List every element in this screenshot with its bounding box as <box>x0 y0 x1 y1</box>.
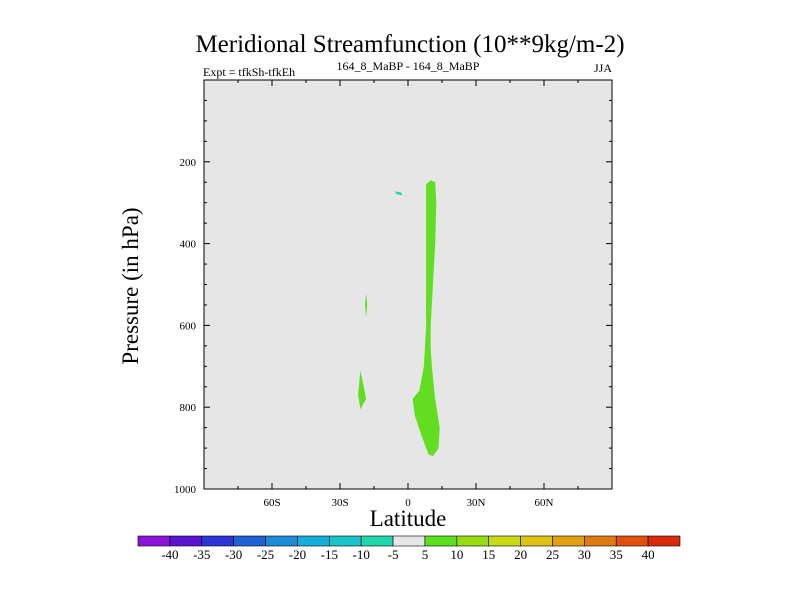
colorbar-label: 15 <box>482 547 495 562</box>
colorbar-label: 10 <box>450 547 463 562</box>
colorbar-swatch <box>424 535 458 547</box>
contour-region-positive-10-small <box>358 370 367 410</box>
colorbar-swatch <box>552 535 585 547</box>
colorbar-label: 35 <box>610 547 623 562</box>
colorbar-label: -35 <box>193 547 210 562</box>
colorbar-swatch <box>360 535 394 547</box>
colorbar-label: 5 <box>422 547 429 562</box>
x-tick-label: 60N <box>535 497 554 509</box>
colorbar-swatch <box>584 535 617 547</box>
colorbar-swatch <box>169 535 203 547</box>
colorbar-label: -5 <box>388 547 399 562</box>
colorbar-swatch <box>201 535 234 547</box>
y-tick-label: 800 <box>180 402 197 414</box>
contour-region-negative-minus5-blob <box>395 191 403 196</box>
y-tick-label: 600 <box>180 320 197 332</box>
center-subtitle: 164_8_MaBP - 164_8_MaBP <box>337 59 480 73</box>
plot-background <box>204 80 612 489</box>
colorbar-label: 25 <box>546 547 559 562</box>
colorbar-label: 30 <box>578 547 591 562</box>
x-tick-label: 0 <box>405 497 411 509</box>
left-subtitle: Expt = tfkSh-tfkEh <box>203 65 295 79</box>
colorbar-swatch <box>392 535 426 547</box>
contour-region-positive-10-main <box>412 180 440 457</box>
colorbar-swatch <box>647 535 681 547</box>
y-tick-label: 200 <box>180 157 197 169</box>
colorbar-swatch <box>297 535 330 547</box>
colorbar-swatch <box>233 535 266 547</box>
contour-region-positive-10-sliver <box>364 292 368 318</box>
colorbar-swatch <box>137 535 171 547</box>
right-subtitle: JJA <box>594 61 612 75</box>
colorbar-swatch <box>615 535 649 547</box>
colorbar-swatch <box>456 535 490 547</box>
colorbar-label: -30 <box>225 547 242 562</box>
x-tick-label: 30S <box>331 497 348 509</box>
chart-title: Meridional Streamfunction (10**9kg/m-2) <box>195 31 624 58</box>
colorbar-label: 40 <box>642 547 655 562</box>
y-tick-label: 400 <box>180 239 197 251</box>
y-tick-label: 1000 <box>174 484 197 496</box>
plot-area: 60S 30S 0 30N 60N 200 400 600 800 1000 <box>174 79 613 509</box>
colorbar-label: -10 <box>353 547 370 562</box>
colorbar-swatch <box>265 535 298 547</box>
colorbar-swatch <box>520 535 553 547</box>
colorbar-label: -40 <box>161 547 178 562</box>
colorbar-label: -15 <box>321 547 338 562</box>
x-tick-label: 60S <box>263 497 280 509</box>
colorbar: -40 -35 -30 -25 -20 -15 -10 -5 5 10 15 20 25 30 35 40 <box>137 535 681 562</box>
x-axis-label: Latitude <box>370 506 447 531</box>
colorbar-swatch <box>488 535 521 547</box>
colorbar-swatch <box>328 535 362 547</box>
y-axis-label: Pressure (in hPa) <box>118 207 143 364</box>
colorbar-label: 20 <box>514 547 527 562</box>
colorbar-label: -25 <box>257 547 274 562</box>
x-tick-label: 30N <box>467 497 486 509</box>
colorbar-label: -20 <box>289 547 306 562</box>
